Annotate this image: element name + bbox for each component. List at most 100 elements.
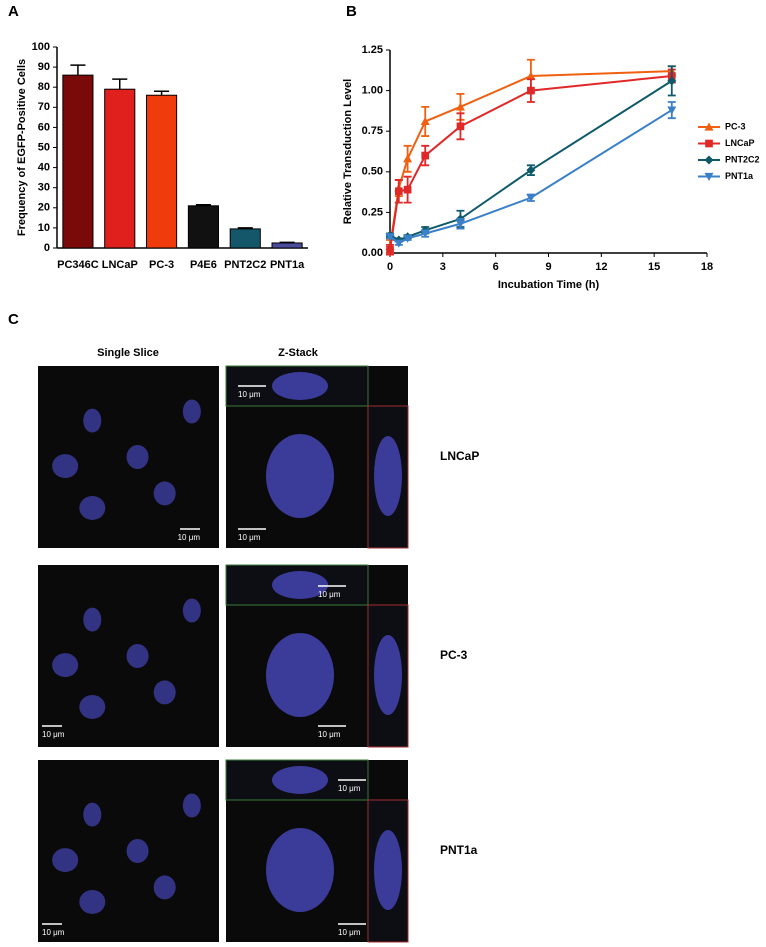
bar	[229, 228, 261, 249]
bar	[104, 88, 136, 249]
error-bar	[195, 204, 211, 206]
marker	[526, 165, 536, 175]
bar	[62, 74, 94, 249]
legend-label: PNT2C2	[725, 154, 760, 164]
x-tick-label: 9	[545, 261, 551, 273]
nucleus	[126, 644, 149, 668]
marker	[420, 116, 430, 126]
legend-label: PNT1a	[725, 171, 754, 181]
series-line	[389, 80, 673, 242]
nucleus	[374, 830, 402, 910]
nucleus	[79, 495, 106, 520]
marker	[526, 194, 536, 203]
scale-label: 10 μm	[338, 928, 361, 937]
panel-label: C	[8, 311, 19, 328]
scale-label: 10 μm	[318, 590, 341, 599]
series-line	[389, 109, 673, 245]
error-bar	[154, 90, 170, 96]
y-tick-label: 30	[38, 182, 50, 194]
marker	[526, 71, 536, 80]
bar	[146, 94, 178, 249]
nucleus	[374, 436, 402, 516]
column-header: Z-Stack	[278, 347, 319, 359]
nucleus	[266, 434, 334, 518]
x-tick-label: LNCaP	[102, 259, 138, 271]
marker	[386, 245, 394, 254]
nucleus	[182, 399, 201, 424]
marker	[527, 86, 535, 95]
y-tick-label: 0.25	[362, 206, 383, 218]
y-tick-label: 0.50	[362, 166, 383, 178]
nucleus	[182, 793, 201, 818]
y-tick-label: 0.75	[362, 125, 383, 137]
x-tick-label: PNT1a	[270, 259, 305, 271]
marker	[403, 185, 412, 194]
x-tick-label: 18	[701, 261, 713, 273]
legend-marker	[704, 122, 714, 131]
legend-label: PC-3	[725, 121, 746, 131]
nucleus	[266, 828, 334, 912]
x-tick-label: PC346C	[57, 259, 99, 271]
y-tick-label: 1.25	[362, 44, 383, 56]
marker	[455, 102, 465, 111]
nucleus	[126, 445, 149, 469]
marker	[420, 229, 430, 239]
scale-label: 10 μm	[338, 784, 361, 793]
nucleus	[83, 408, 102, 433]
scale-label: 10 μm	[238, 533, 261, 542]
marker	[455, 220, 465, 229]
y-axis-label: Relative Transduction Level	[342, 79, 354, 225]
nucleus	[266, 633, 334, 717]
nucleus	[272, 766, 328, 794]
y-tick-label: 40	[38, 162, 50, 174]
nucleus	[79, 694, 106, 719]
y-tick-label: 80	[38, 81, 50, 93]
marker	[456, 122, 465, 131]
nucleus	[52, 653, 79, 678]
nucleus	[79, 889, 106, 914]
legend-marker	[704, 155, 714, 165]
y-tick-label: 10	[38, 222, 50, 234]
nucleus	[52, 848, 79, 873]
error-bar	[112, 78, 128, 90]
x-tick-label: PNT2C2	[224, 259, 266, 271]
marker	[667, 76, 677, 86]
scale-label: 10 μm	[178, 533, 201, 542]
nucleus	[272, 571, 328, 599]
nucleus	[126, 839, 149, 863]
nucleus	[153, 680, 176, 705]
marker	[394, 187, 403, 196]
nucleus	[374, 635, 402, 715]
panel-label: A	[8, 3, 19, 20]
scale-label: 10 μm	[318, 730, 341, 739]
y-tick-label: 70	[38, 101, 50, 113]
nucleus	[153, 481, 176, 506]
marker	[421, 151, 430, 160]
marker	[403, 154, 413, 163]
y-tick-label: 1.00	[362, 85, 383, 97]
nucleus	[83, 607, 102, 632]
x-tick-label: PC-3	[149, 259, 174, 271]
marker	[667, 106, 677, 115]
error-bar	[237, 227, 253, 229]
scale-label: 10 μm	[238, 390, 261, 399]
nucleus	[182, 598, 201, 623]
x-tick-label: 0	[387, 261, 393, 273]
y-tick-label: 0	[44, 242, 50, 254]
legend-marker	[704, 172, 714, 181]
marker	[385, 233, 395, 242]
y-tick-label: 50	[38, 141, 50, 153]
nucleus	[272, 372, 328, 400]
panel-label: B	[346, 3, 357, 20]
x-tick-label: 3	[440, 261, 446, 273]
column-header: Single Slice	[97, 347, 159, 359]
y-tick-label: 0.00	[362, 247, 383, 259]
marker	[394, 239, 404, 248]
row-label: PNT1a	[440, 843, 478, 857]
nucleus	[83, 802, 102, 827]
error-bar	[279, 241, 295, 244]
row-label: PC-3	[440, 648, 468, 662]
y-tick-label: 100	[32, 41, 50, 53]
legend-label: LNCaP	[725, 138, 755, 148]
